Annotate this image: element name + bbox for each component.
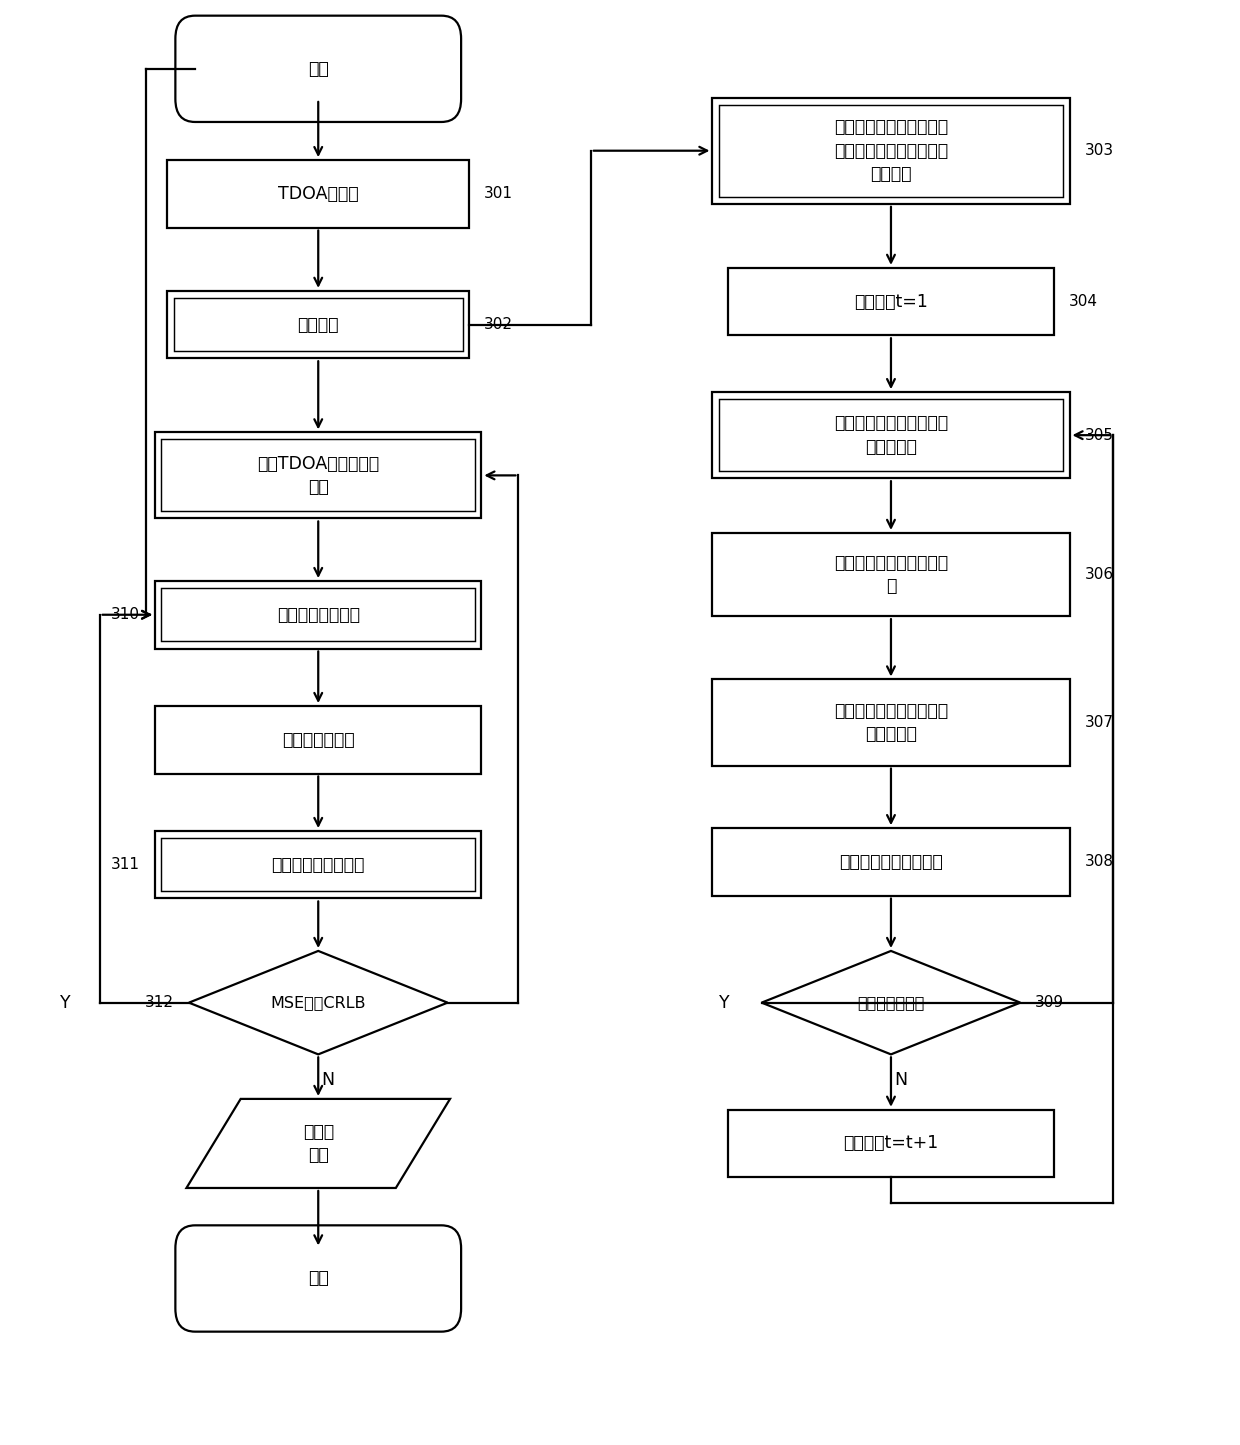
- Text: N: N: [321, 1071, 335, 1090]
- Text: 重构TDOA值转化为距
离值: 重构TDOA值转化为距 离值: [257, 455, 379, 496]
- Text: 构建非线性方程组: 构建非线性方程组: [277, 605, 360, 624]
- FancyBboxPatch shape: [175, 16, 461, 121]
- Bar: [712, 98, 1070, 204]
- Text: 开始: 开始: [308, 59, 329, 78]
- Text: 303: 303: [1084, 143, 1114, 158]
- Bar: [155, 432, 481, 519]
- Text: 301: 301: [484, 186, 513, 201]
- Polygon shape: [761, 951, 1021, 1055]
- Text: 分解的细节系数作为输入
样本，初始化网络权重和
神经偏置: 分解的细节系数作为输入 样本，初始化网络权重和 神经偏置: [835, 118, 949, 184]
- Text: 输出估
计值: 输出估 计值: [303, 1123, 334, 1165]
- Text: 迭代次数t=1: 迭代次数t=1: [854, 292, 928, 311]
- Bar: [712, 679, 1070, 766]
- Text: TDOA测量值: TDOA测量值: [278, 185, 358, 202]
- Bar: [728, 1110, 1054, 1178]
- Bar: [155, 707, 481, 773]
- Bar: [155, 581, 481, 649]
- Text: Y: Y: [719, 994, 730, 1012]
- Text: Y: Y: [60, 994, 71, 1012]
- Bar: [728, 267, 1054, 335]
- Polygon shape: [188, 951, 448, 1055]
- Text: 309: 309: [1035, 996, 1064, 1010]
- Text: 304: 304: [1069, 293, 1097, 309]
- Text: 305: 305: [1084, 428, 1114, 442]
- Bar: [167, 290, 469, 358]
- Bar: [174, 298, 463, 351]
- Text: 求输出层与预期输出的偏
差: 求输出层与预期输出的偏 差: [835, 553, 949, 595]
- Text: 306: 306: [1084, 566, 1114, 582]
- Text: 求解得到最优解: 求解得到最优解: [281, 731, 355, 749]
- Text: N: N: [894, 1071, 908, 1090]
- Text: 310: 310: [112, 607, 140, 623]
- Text: 迭代次数t=t+1: 迭代次数t=t+1: [843, 1134, 939, 1153]
- Text: 302: 302: [484, 316, 513, 332]
- Polygon shape: [186, 1098, 450, 1188]
- Bar: [161, 588, 475, 642]
- Text: 反向传播误差，求所有隐
含层的误差: 反向传播误差，求所有隐 含层的误差: [835, 702, 949, 743]
- Text: 小波分解: 小波分解: [298, 315, 339, 334]
- Text: MSE小于CRLB: MSE小于CRLB: [270, 996, 366, 1010]
- Bar: [712, 392, 1070, 478]
- Text: 调整权值和神经元偏置: 调整权值和神经元偏置: [839, 853, 942, 871]
- Bar: [718, 399, 1064, 471]
- Text: 结束: 结束: [308, 1270, 329, 1287]
- Text: 本样本训练结束: 本样本训练结束: [857, 996, 925, 1010]
- Bar: [712, 533, 1070, 616]
- Bar: [161, 838, 475, 892]
- Text: 312: 312: [145, 996, 174, 1010]
- Bar: [167, 160, 469, 227]
- Bar: [718, 104, 1064, 197]
- Text: 前向求出各个隐含层和输
出层的输出: 前向求出各个隐含层和输 出层的输出: [835, 415, 949, 457]
- Bar: [155, 831, 481, 899]
- Bar: [161, 439, 475, 512]
- Text: 307: 307: [1084, 715, 1114, 730]
- Text: 308: 308: [1084, 854, 1114, 870]
- Bar: [712, 828, 1070, 896]
- Text: 311: 311: [112, 857, 140, 873]
- Text: 扩展卡尔曼滤波算法: 扩展卡尔曼滤波算法: [272, 855, 365, 874]
- FancyBboxPatch shape: [175, 1225, 461, 1332]
